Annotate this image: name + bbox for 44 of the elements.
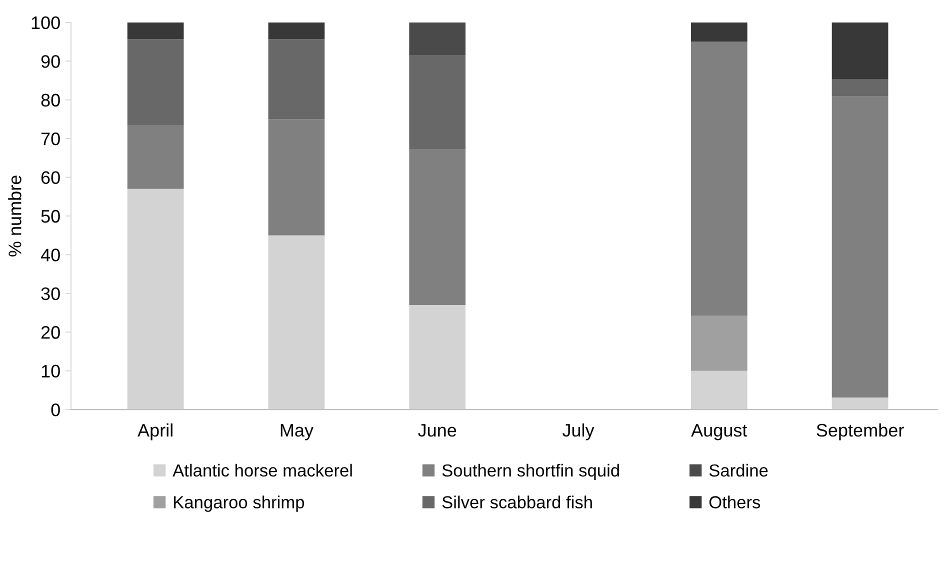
y-tick-label: 0 [51, 403, 60, 416]
bar [268, 235, 325, 410]
bar [127, 22, 184, 40]
bar [832, 79, 888, 96]
y-tick-label: 70 [41, 132, 60, 146]
bar [832, 96, 888, 398]
bar [690, 370, 748, 410]
x-tick-label: May [280, 424, 314, 440]
y-tick-label: 20 [41, 326, 60, 339]
bar [268, 22, 325, 40]
bar [127, 126, 184, 189]
y-tick-label: 30 [41, 287, 60, 300]
bar [409, 22, 466, 55]
legend-label: Sardine [709, 464, 768, 477]
x-tick-label: July [562, 423, 594, 440]
x-tick-label: April [138, 423, 172, 440]
bar [409, 149, 466, 306]
legend-label: Atlantic horse mackerel [172, 464, 352, 477]
y-tick-label: 40 [40, 248, 60, 262]
bar [268, 119, 325, 236]
legend-label: Silver scabbard fish [442, 496, 592, 508]
bar [268, 39, 325, 120]
bar [832, 22, 888, 80]
legend-label: Kangaroo shrimp [174, 496, 304, 512]
y-axis-title: % numbre [8, 176, 22, 256]
y-tick-label: 50 [41, 210, 60, 223]
y-tick-label: 100 [32, 16, 60, 30]
x-tick-label: August [691, 424, 748, 440]
bar [690, 22, 748, 42]
y-tick-label: 80 [41, 94, 60, 107]
x-tick-label: June [418, 424, 456, 437]
bar [409, 305, 466, 410]
bar [409, 54, 466, 150]
legend-label: Others [709, 496, 760, 508]
bar [127, 188, 184, 410]
legend-label: Southern shortfin squid [442, 464, 619, 480]
y-tick-label: 60 [41, 171, 60, 184]
bar [127, 39, 184, 126]
y-tick-label: 10 [42, 364, 60, 378]
bar [832, 398, 888, 410]
y-tick-label: 90 [41, 55, 60, 68]
x-tick-label: September [816, 423, 904, 440]
bar [690, 316, 748, 371]
bar [690, 42, 748, 316]
